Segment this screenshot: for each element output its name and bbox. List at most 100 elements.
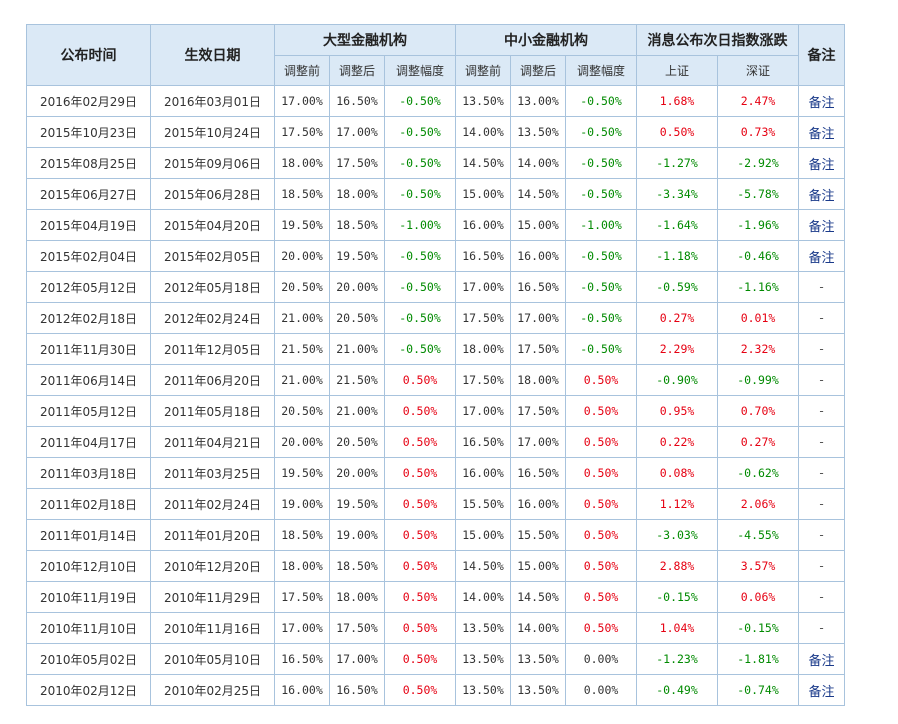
- header-shenzhen: 深证: [717, 55, 799, 86]
- effective-date-cell: 2010年12月20日: [150, 550, 275, 582]
- publish-date-cell: 2011年03月18日: [26, 457, 151, 489]
- publish-date-cell: 2011年11月30日: [26, 333, 151, 365]
- small-range-cell: 0.50%: [565, 488, 637, 520]
- effective-date-cell: 2010年11月16日: [150, 612, 275, 644]
- note-cell[interactable]: 备注: [798, 178, 845, 210]
- small-range-cell: 0.50%: [565, 550, 637, 582]
- large-range-cell: 0.50%: [384, 643, 456, 675]
- table-row: 2011年11月30日 2011年12月05日 21.50% 21.00% -0.50%…: [26, 333, 845, 365]
- note-cell[interactable]: 备注: [798, 674, 845, 706]
- large-after-cell: 20.00%: [329, 457, 385, 489]
- publish-date-cell: 2011年06月14日: [26, 364, 151, 396]
- large-range-cell: -0.50%: [384, 178, 456, 210]
- note-cell[interactable]: 备注: [798, 240, 845, 272]
- shenzhen-change-cell: -0.15%: [717, 612, 799, 644]
- large-after-cell: 17.50%: [329, 147, 385, 179]
- header-publish-time: 公布时间: [26, 24, 151, 86]
- shanghai-change-cell: 1.04%: [636, 612, 718, 644]
- shenzhen-change-cell: 2.32%: [717, 333, 799, 365]
- small-before-cell: 18.00%: [455, 333, 511, 365]
- shanghai-change-cell: 0.22%: [636, 426, 718, 458]
- shenzhen-change-cell: -1.81%: [717, 643, 799, 675]
- small-range-cell: -0.50%: [565, 333, 637, 365]
- small-before-cell: 16.50%: [455, 240, 511, 272]
- small-after-cell: 15.00%: [510, 209, 566, 241]
- large-after-cell: 20.50%: [329, 426, 385, 458]
- large-before-cell: 17.50%: [274, 581, 330, 613]
- publish-date-cell: 2011年02月18日: [26, 488, 151, 520]
- small-range-cell: -0.50%: [565, 85, 637, 117]
- small-after-cell: 14.00%: [510, 147, 566, 179]
- small-after-cell: 13.50%: [510, 116, 566, 148]
- note-cell: -: [798, 395, 845, 427]
- large-before-cell: 17.50%: [274, 116, 330, 148]
- large-before-cell: 20.50%: [274, 271, 330, 303]
- large-after-cell: 16.50%: [329, 674, 385, 706]
- large-range-cell: 0.50%: [384, 581, 456, 613]
- table-row: 2011年05月12日 2011年05月18日 20.50% 21.00% 0.50% 1…: [26, 395, 845, 427]
- note-cell[interactable]: 备注: [798, 209, 845, 241]
- shanghai-change-cell: 0.08%: [636, 457, 718, 489]
- large-range-cell: -0.50%: [384, 333, 456, 365]
- shanghai-change-cell: 0.95%: [636, 395, 718, 427]
- small-range-cell: 0.50%: [565, 426, 637, 458]
- large-after-cell: 18.50%: [329, 209, 385, 241]
- large-before-cell: 21.50%: [274, 333, 330, 365]
- publish-date-cell: 2012年02月18日: [26, 302, 151, 334]
- large-after-cell: 17.00%: [329, 643, 385, 675]
- large-before-cell: 17.00%: [274, 612, 330, 644]
- large-range-cell: -0.50%: [384, 240, 456, 272]
- shanghai-change-cell: -0.90%: [636, 364, 718, 396]
- small-before-cell: 17.00%: [455, 271, 511, 303]
- large-after-cell: 18.00%: [329, 581, 385, 613]
- note-cell[interactable]: 备注: [798, 116, 845, 148]
- publish-date-cell: 2011年04月17日: [26, 426, 151, 458]
- publish-date-cell: 2010年05月02日: [26, 643, 151, 675]
- large-after-cell: 19.50%: [329, 488, 385, 520]
- table-row: 2010年11月19日 2010年11月29日 17.50% 18.00% 0.50% 1…: [26, 581, 845, 613]
- small-before-cell: 13.50%: [455, 612, 511, 644]
- small-before-cell: 14.50%: [455, 550, 511, 582]
- table-row: 2011年02月18日 2011年02月24日 19.00% 19.50% 0.50% 1…: [26, 488, 845, 520]
- large-range-cell: 0.50%: [384, 612, 456, 644]
- large-after-cell: 21.00%: [329, 395, 385, 427]
- small-after-cell: 16.00%: [510, 240, 566, 272]
- large-before-cell: 18.50%: [274, 178, 330, 210]
- table-row: 2015年08月25日 2015年09月06日 18.00% 17.50% -0.50%…: [26, 147, 845, 179]
- small-range-cell: -0.50%: [565, 178, 637, 210]
- note-cell: -: [798, 457, 845, 489]
- note-cell: -: [798, 612, 845, 644]
- small-after-cell: 16.00%: [510, 488, 566, 520]
- publish-date-cell: 2011年05月12日: [26, 395, 151, 427]
- note-cell[interactable]: 备注: [798, 85, 845, 117]
- shenzhen-change-cell: -5.78%: [717, 178, 799, 210]
- header-shanghai: 上证: [636, 55, 718, 86]
- table-row: 2010年05月02日 2010年05月10日 16.50% 17.00% 0.50% 1…: [26, 643, 845, 675]
- small-before-cell: 14.50%: [455, 147, 511, 179]
- small-after-cell: 15.50%: [510, 519, 566, 551]
- small-after-cell: 13.00%: [510, 85, 566, 117]
- large-after-cell: 16.50%: [329, 85, 385, 117]
- header-row-main: 公布时间 生效日期 大型金融机构 中小金融机构 消息公布次日指数涨跌 备注: [26, 24, 845, 86]
- small-range-cell: -0.50%: [565, 240, 637, 272]
- effective-date-cell: 2011年01月20日: [150, 519, 275, 551]
- note-cell[interactable]: 备注: [798, 147, 845, 179]
- large-range-cell: -0.50%: [384, 85, 456, 117]
- effective-date-cell: 2015年06月28日: [150, 178, 275, 210]
- effective-date-cell: 2011年03月25日: [150, 457, 275, 489]
- effective-date-cell: 2012年02月24日: [150, 302, 275, 334]
- large-before-cell: 17.00%: [274, 85, 330, 117]
- small-before-cell: 13.50%: [455, 674, 511, 706]
- small-before-cell: 17.50%: [455, 364, 511, 396]
- small-before-cell: 15.00%: [455, 178, 511, 210]
- shenzhen-change-cell: -0.62%: [717, 457, 799, 489]
- small-range-cell: 0.50%: [565, 395, 637, 427]
- table-row: 2016年02月29日 2016年03月01日 17.00% 16.50% -0.50%…: [26, 85, 845, 117]
- header-small-after: 调整后: [510, 55, 566, 86]
- note-cell[interactable]: 备注: [798, 643, 845, 675]
- shenzhen-change-cell: 2.47%: [717, 85, 799, 117]
- table-row: 2012年02月18日 2012年02月24日 21.00% 20.50% -0.50%…: [26, 302, 845, 334]
- effective-date-cell: 2010年05月10日: [150, 643, 275, 675]
- shenzhen-change-cell: 0.27%: [717, 426, 799, 458]
- small-before-cell: 15.50%: [455, 488, 511, 520]
